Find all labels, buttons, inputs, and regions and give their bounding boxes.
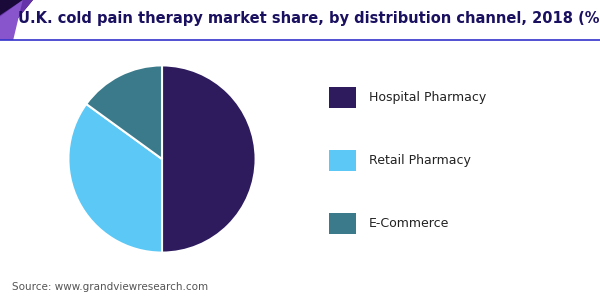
- Wedge shape: [68, 104, 162, 253]
- Text: U.K. cold pain therapy market share, by distribution channel, 2018 (%): U.K. cold pain therapy market share, by …: [18, 11, 600, 26]
- Text: Hospital Pharmacy: Hospital Pharmacy: [369, 91, 486, 104]
- FancyBboxPatch shape: [329, 87, 356, 108]
- Polygon shape: [0, 0, 33, 40]
- Text: Retail Pharmacy: Retail Pharmacy: [369, 154, 471, 167]
- Polygon shape: [0, 0, 23, 40]
- Text: E-Commerce: E-Commerce: [369, 217, 449, 230]
- Text: Source: www.grandviewresearch.com: Source: www.grandviewresearch.com: [12, 281, 208, 292]
- Wedge shape: [162, 65, 256, 253]
- FancyBboxPatch shape: [329, 150, 356, 171]
- FancyBboxPatch shape: [329, 213, 356, 234]
- Polygon shape: [0, 0, 33, 40]
- Wedge shape: [86, 65, 162, 159]
